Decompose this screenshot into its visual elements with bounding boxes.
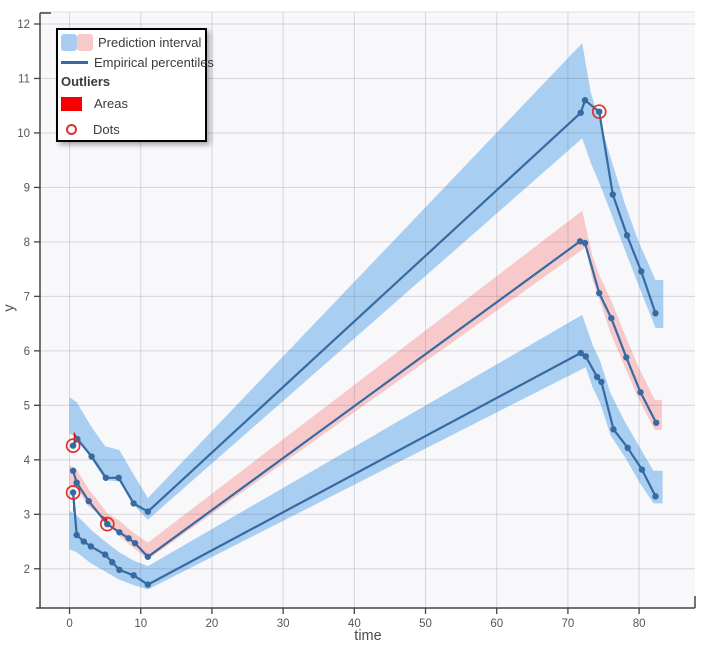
empirical-median-marker (131, 539, 139, 547)
empirical-lower-percentile-marker (582, 353, 589, 360)
empirical-upper-percentile-marker (581, 97, 589, 104)
empirical-lower-percentile-marker (638, 466, 646, 473)
empirical-lower-percentile-marker (80, 538, 87, 545)
outlier-area (98, 513, 108, 525)
x-tick-label: 20 (206, 618, 219, 630)
empirical-upper-percentile-line (72, 99, 657, 513)
legend-item-empirical-percentiles[interactable]: Empirical percentiles (61, 53, 214, 72)
dot-swatch-icon (66, 124, 77, 135)
legend: Prediction interval Empirical percentile… (56, 28, 214, 142)
x-tick-label: 80 (633, 618, 646, 630)
outlier-dot-ring (591, 104, 607, 120)
legend-label-areas: Areas (94, 96, 128, 111)
legend-header-outliers: Outliers (61, 74, 111, 89)
empirical-lower-percentile-marker (577, 349, 584, 357)
x-tick-label: 40 (348, 618, 361, 630)
empirical-median-marker (85, 498, 92, 505)
y-axis-title: y (1, 304, 18, 312)
empirical-upper-percentile-marker (102, 474, 110, 481)
empirical-upper-percentile-marker (130, 500, 137, 507)
empirical-lower-percentile-marker (624, 444, 631, 452)
empirical-median-marker (623, 354, 630, 361)
y-tick-label: 4 (24, 455, 31, 467)
empirical-median-marker (144, 553, 152, 560)
empirical-upper-percentile-marker (144, 508, 152, 515)
line-swatch-icon (61, 61, 88, 64)
empirical-lower-percentile-marker (116, 566, 123, 574)
outlier-dot-ring (99, 516, 115, 532)
y-tick-label: 7 (24, 291, 30, 303)
legend-group-outliers: Outliers (61, 72, 203, 91)
empirical-median-marker (116, 529, 123, 536)
prediction-interval-swatch-icon (61, 34, 93, 51)
empirical-upper-percentile-marker (69, 442, 77, 449)
lower-prediction-interval (69, 314, 663, 590)
empirical-upper-percentile-marker (652, 310, 659, 317)
x-tick-label: 10 (134, 618, 147, 630)
empirical-upper-percentile-marker (609, 191, 616, 198)
empirical-lower-percentile-marker (610, 426, 617, 433)
empirical-median-marker (637, 389, 644, 396)
legend-item-areas[interactable]: Areas (61, 94, 203, 113)
empirical-upper-percentile-marker (88, 453, 95, 460)
x-tick-label: 70 (562, 618, 575, 630)
y-tick-label: 6 (24, 346, 30, 358)
empirical-median-marker (125, 535, 132, 542)
prediction-bands (69, 43, 664, 590)
median-prediction-interval (69, 210, 662, 560)
empirical-lower-percentile-marker (109, 559, 116, 566)
x-tick-label: 60 (490, 618, 503, 630)
empirical-lower-percentile-marker (87, 543, 95, 550)
empirical-median-marker (596, 289, 603, 297)
x-tick-label: 30 (277, 618, 290, 630)
empirical-upper-percentile-marker (638, 268, 645, 275)
y-tick-label: 10 (17, 128, 30, 140)
tick-labels: 0 10 20 30 40 50 60 70 80 2 3 4 5 6 7 8 9 10 11 12 (17, 19, 645, 630)
y-tick-label: 8 (24, 237, 30, 249)
empirical-lower-percentile-marker (130, 572, 137, 579)
y-tick-label: 2 (24, 564, 30, 576)
x-axis-title: time (354, 628, 382, 644)
empirical-lower-percentile-marker (593, 373, 601, 381)
y-tick-label: 5 (24, 400, 30, 412)
empirical-median-marker (576, 238, 584, 245)
x-tick-label: 0 (66, 618, 72, 630)
empirical-median-marker (104, 520, 111, 528)
empirical-lower-percentile-marker (652, 493, 659, 500)
empirical-median-marker (652, 419, 660, 426)
legend-item-prediction-interval[interactable]: Prediction interval (61, 33, 203, 52)
empirical-lower-percentile-marker (598, 378, 605, 386)
empirical-upper-percentile-marker (74, 435, 81, 443)
legend-item-dots[interactable]: Dots (61, 120, 203, 139)
outlier-dot-ring (65, 438, 81, 454)
legend-label-empirical-percentiles: Empirical percentiles (94, 55, 214, 70)
y-tick-label: 11 (18, 73, 30, 85)
empirical-median-marker (608, 314, 615, 322)
empirical-upper-percentile-marker (596, 108, 603, 115)
empirical-lower-percentile-marker (69, 489, 77, 496)
y-tick-label: 9 (24, 182, 30, 194)
area-swatch-icon (61, 96, 82, 111)
legend-label-dots: Dots (93, 122, 120, 137)
axes (36, 12, 696, 609)
empirical-lower-percentile-marker (73, 531, 80, 539)
empirical-median-marker (73, 479, 80, 486)
x-tick-label: 50 (419, 618, 432, 630)
empirical-median-marker (69, 467, 77, 474)
empirical-lower-percentile-marker (144, 581, 152, 588)
upper-prediction-interval (69, 43, 664, 520)
empirical-lines (69, 97, 660, 588)
empirical-lower-percentile-marker (101, 551, 109, 558)
empirical-upper-percentile-marker (623, 232, 631, 239)
empirical-upper-percentile-marker (577, 109, 584, 116)
outlier-rings (65, 104, 607, 532)
legend-label-prediction-interval: Prediction interval (98, 35, 202, 50)
y-tick-label: 12 (17, 19, 30, 31)
y-tick-label: 3 (24, 509, 30, 521)
outlier-dot-ring (65, 485, 81, 500)
empirical-upper-percentile-marker (115, 474, 122, 481)
empirical-median-marker (581, 239, 589, 247)
